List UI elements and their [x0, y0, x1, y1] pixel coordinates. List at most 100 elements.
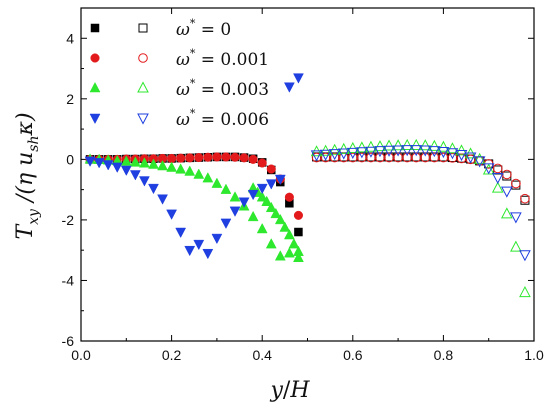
series-3-open-point — [464, 152, 477, 164]
series-3-filled-point — [193, 239, 205, 251]
series-1-open-point — [492, 163, 503, 174]
series-3-open-point — [356, 147, 368, 159]
series-2-open-point — [410, 138, 423, 150]
series-3-filled-point — [265, 179, 277, 190]
y-axis-title-mid: /(η u — [13, 152, 38, 209]
series-3-open-point — [455, 150, 468, 162]
series-2-open-point — [401, 138, 413, 150]
series-3-filled-point — [283, 82, 295, 93]
series-3-filled-point — [120, 165, 132, 176]
data-marks — [84, 73, 531, 298]
series-3-open-point — [374, 146, 386, 158]
series-1-filled-point — [212, 152, 222, 162]
x-tick-label: 0.0 — [71, 347, 91, 363]
legend-filled-marker-2 — [89, 81, 101, 93]
series-2-filled-point — [139, 157, 150, 168]
legend-label-0: ω* = 0 — [176, 17, 231, 40]
legend-sup: * — [190, 17, 196, 30]
series-1-filled-point — [230, 152, 240, 162]
series-3-filled-point — [175, 227, 187, 239]
legend-symbol: ω — [176, 80, 190, 100]
series-2-open-point — [500, 207, 513, 219]
series-2-filled-point — [270, 207, 282, 219]
series-2-open-point — [419, 139, 432, 151]
x-tick-label: 0.2 — [162, 347, 182, 363]
series-1-filled-point — [248, 154, 258, 164]
series-2-open-point — [428, 139, 441, 151]
series-3-open-point — [401, 145, 413, 157]
x-axis-title-denom: H — [289, 378, 310, 403]
legend-sup: * — [190, 107, 196, 120]
legend-symbol: ω — [176, 20, 190, 40]
series-2-filled-point — [220, 183, 232, 194]
series-2-filled-point — [129, 156, 141, 167]
series-2-filled-point — [283, 229, 295, 240]
y-tick-label: 4 — [66, 30, 74, 46]
series-3-filled-point — [220, 218, 232, 229]
series-1-open-point — [511, 178, 521, 189]
series-3-filled-point — [148, 183, 159, 195]
x-axis-title-main: y — [269, 378, 283, 403]
series-3-filled-point — [129, 170, 141, 181]
series-3-filled-point — [238, 197, 250, 208]
legend-filled-marker-1 — [90, 53, 100, 63]
series-2-filled-point — [265, 238, 277, 249]
axis-ticks: 0.0 0.2 0.4 0.6 0.8 1.0 -6 -4 -2 0 2 4 — [62, 8, 544, 363]
series-2-filled-point — [274, 213, 286, 225]
legend-open-marker-2 — [137, 81, 149, 93]
x-axis-title-slash: / — [283, 378, 291, 403]
series-2-open-point — [392, 139, 404, 151]
x-tick-label: 0.4 — [252, 347, 272, 363]
legend-filled-marker-0 — [90, 23, 100, 33]
series-3-filled-point — [293, 73, 304, 84]
series-3-open-point — [365, 146, 377, 158]
series-1-filled-point — [221, 152, 231, 162]
series-2-filled-point — [193, 168, 205, 179]
y-tick-label: 0 — [66, 151, 74, 167]
series-3-filled-point — [93, 158, 105, 169]
legend-value: = 0 — [195, 20, 231, 40]
series-1-filled-point — [185, 153, 195, 163]
y-axis-title-u-sub: sh — [26, 135, 42, 151]
series-2-filled-point — [288, 238, 300, 249]
series-2-filled-point — [283, 247, 295, 258]
series-2-filled-point — [166, 161, 178, 172]
series-3-open-point — [437, 146, 450, 159]
series-3-open-point — [500, 186, 513, 198]
series-1-filled-point — [266, 164, 276, 174]
series-3-open-point — [519, 250, 531, 262]
series-3-open-point — [337, 148, 350, 160]
x-tick-label: 1.0 — [524, 347, 544, 363]
series-2-filled-point — [279, 221, 291, 232]
series-1-filled-point — [203, 152, 213, 162]
series-2-open-point — [356, 141, 368, 153]
series-1-filled-point — [284, 192, 294, 202]
series-2-filled-point — [256, 222, 268, 234]
series-1-filled-point — [239, 153, 249, 163]
legend-value: = 0.003 — [195, 80, 269, 100]
series-3-filled-point — [247, 189, 259, 201]
series-2-filled-point — [247, 210, 259, 222]
series-2-open-point — [491, 181, 504, 193]
series-2-filled-point — [229, 191, 241, 202]
legend-sup: * — [190, 77, 196, 90]
y-tick-label: 2 — [66, 91, 74, 107]
legend-value: = 0.001 — [195, 50, 269, 70]
series-2-filled-point — [148, 158, 159, 169]
y-axis-title-t: T — [13, 223, 38, 240]
series-1-open-point — [456, 153, 467, 164]
series-2-open-point — [365, 140, 377, 152]
series-2-filled-point — [293, 245, 304, 256]
legend-label-1: ω* = 0.001 — [176, 47, 269, 70]
series-2-open-point — [510, 240, 522, 252]
series-2-filled-point — [202, 172, 214, 183]
series-2-filled-point — [211, 177, 223, 188]
legend-sup: * — [190, 47, 196, 60]
x-axis-title: y/H — [269, 378, 310, 403]
series-1-filled-point — [194, 152, 204, 163]
series-2-filled-point — [184, 165, 196, 176]
series-3-filled-point — [229, 206, 241, 217]
legend-open-marker-0 — [138, 23, 148, 33]
series-2-filled-point — [274, 250, 286, 261]
